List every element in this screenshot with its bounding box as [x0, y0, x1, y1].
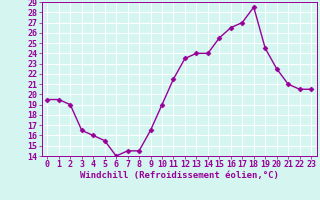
X-axis label: Windchill (Refroidissement éolien,°C): Windchill (Refroidissement éolien,°C) — [80, 171, 279, 180]
